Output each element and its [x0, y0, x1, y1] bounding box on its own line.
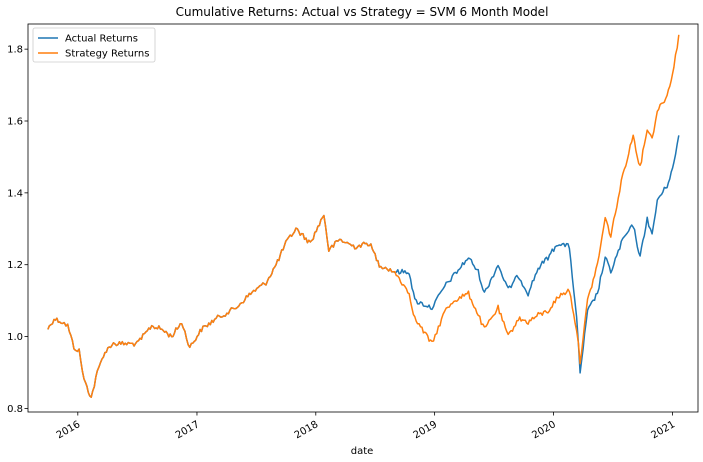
x-axis-label: date: [351, 446, 374, 457]
series-line-strategy-returns: [47, 34, 680, 398]
chart-title: Cumulative Returns: Actual vs Strategy =…: [176, 5, 549, 19]
legend: Actual Returns Strategy Returns: [32, 27, 156, 63]
legend-label: Actual Returns: [65, 34, 138, 45]
y-tick-label: 1.0: [7, 332, 23, 343]
y-tick-label: 1.8: [7, 45, 23, 56]
y-tick-label: 1.6: [7, 117, 23, 128]
y-tick-label: 1.4: [7, 188, 23, 199]
legend-label: Strategy Returns: [65, 49, 149, 60]
axes-frame: [27, 23, 699, 413]
legend-box: [32, 27, 156, 63]
y-tick-label: 0.8: [7, 404, 23, 415]
y-tick-label: 1.2: [7, 260, 23, 271]
